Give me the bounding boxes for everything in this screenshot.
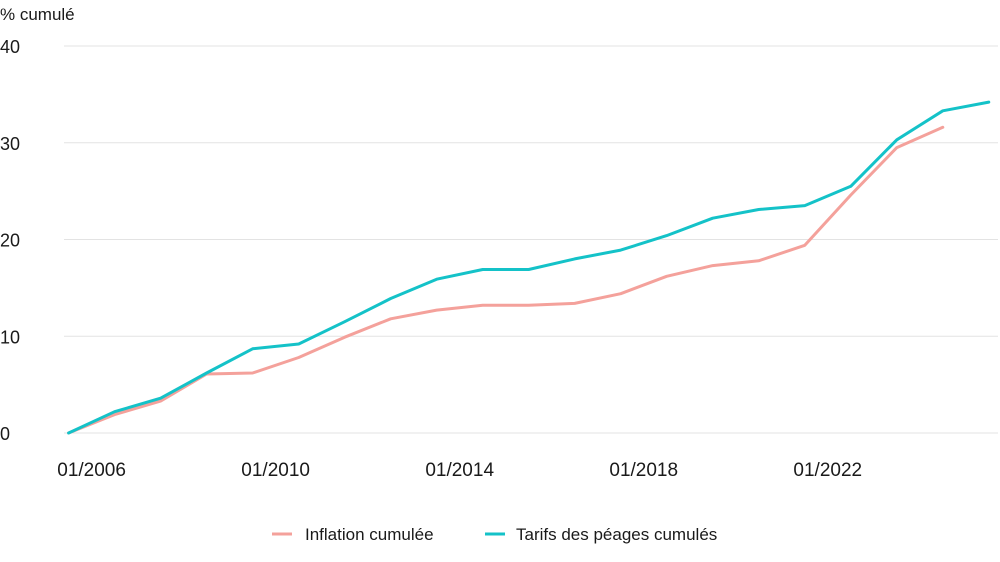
x-tick-label: 01/2018 [609,460,678,481]
series-lines [67,100,991,435]
y-tick-label: 40 [0,37,20,57]
y-tick-label: 0 [0,424,10,444]
legend-label-1: Tarifs des péages cumulés [516,525,717,544]
y-axis-label: % cumulé [0,5,75,24]
x-tick-label: 01/2010 [241,460,310,481]
x-tick-label: 01/2006 [57,460,126,481]
y-axis-ticks: 0 10 20 30 40 [0,37,20,444]
legend-label-0: Inflation cumulée [305,525,434,544]
series-line-0 [67,125,945,435]
x-tick-label: 01/2014 [425,460,494,481]
y-tick-label: 20 [0,231,20,251]
series-line-1 [67,100,991,435]
grid-lines [64,45,998,434]
x-tick-label: 01/2022 [793,460,862,481]
x-axis-ticks: 01/2006 01/2010 01/2014 01/2018 01/2022 [57,460,862,481]
legend: Inflation cumulée Tarifs des péages cumul… [272,525,717,544]
y-tick-label: 30 [0,134,20,154]
y-tick-label: 10 [0,327,20,347]
